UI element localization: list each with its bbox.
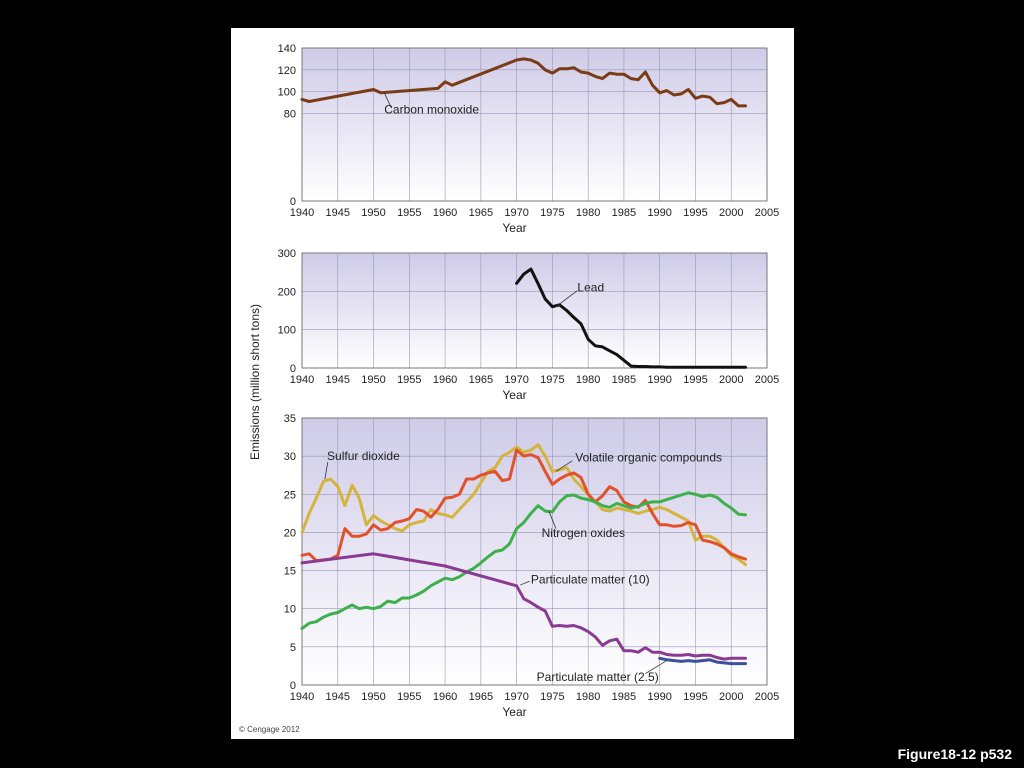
figure-caption: Figure18-12 p532 <box>897 746 1012 762</box>
y-tick-label: 0 <box>290 363 296 375</box>
x-tick-label: 1990 <box>647 207 671 219</box>
x-tick-label: 1960 <box>433 207 457 219</box>
x-tick-label: 1950 <box>361 691 385 703</box>
x-axis-title: Year <box>502 221 526 235</box>
plot-area-co <box>302 48 767 201</box>
x-tick-label: 2005 <box>755 374 779 386</box>
leader-line-volatile-organic-compounds <box>555 460 573 472</box>
plot-area-others <box>302 418 767 685</box>
x-tick-label: 1985 <box>612 207 636 219</box>
x-tick-label: 1965 <box>469 691 493 703</box>
plot-frame <box>301 252 768 369</box>
series-label-nitrogen-oxides: Nitrogen oxides <box>542 526 625 540</box>
y-tick-label: 15 <box>284 566 296 578</box>
x-tick-label: 1980 <box>576 207 600 219</box>
y-tick-label: 300 <box>278 248 296 260</box>
y-tick-label: 80 <box>284 109 296 121</box>
x-tick-label: 2000 <box>719 691 743 703</box>
x-tick-label: 2000 <box>719 207 743 219</box>
y-tick-label: 0 <box>290 680 296 692</box>
x-tick-label: 1985 <box>612 374 636 386</box>
leader-line-sulfur-dioxide <box>324 462 329 480</box>
x-tick-label: 1965 <box>469 374 493 386</box>
x-tick-label: 1975 <box>540 374 564 386</box>
x-axis-title: Year <box>502 705 526 719</box>
x-tick-label: 1995 <box>683 691 707 703</box>
x-tick-label: 1940 <box>290 207 314 219</box>
series-line-lead <box>515 267 747 369</box>
series-line-sulfur-dioxide <box>300 443 747 566</box>
series-label-sulfur-dioxide: Sulfur dioxide <box>327 449 400 463</box>
series-line-nitrogen-oxides <box>300 491 747 630</box>
leader-line-nitrogen-oxides <box>548 510 557 529</box>
x-tick-label: 1945 <box>326 691 350 703</box>
x-tick-label: 1970 <box>504 691 528 703</box>
x-tick-label: 1940 <box>290 691 314 703</box>
y-tick-label: 30 <box>284 451 296 463</box>
x-tick-label: 1955 <box>397 374 421 386</box>
x-tick-label: 1985 <box>612 691 636 703</box>
x-tick-label: 1950 <box>361 374 385 386</box>
series-line-carbon-monoxide <box>300 57 747 108</box>
x-tick-label: 1955 <box>397 691 421 703</box>
x-tick-label: 1950 <box>361 207 385 219</box>
y-tick-label: 0 <box>290 196 296 208</box>
plot-frame <box>301 417 768 686</box>
y-tick-label: 140 <box>278 43 296 55</box>
y-tick-label: 100 <box>278 87 296 99</box>
chart-lead: 0 100 200 300 1940 1945 1950 1955 1960 1965 1970 19… <box>278 248 780 402</box>
x-tick-label: 1955 <box>397 207 421 219</box>
x-axis-title: Year <box>502 388 526 402</box>
y-tick-label: 5 <box>290 642 296 654</box>
x-tick-label: 1960 <box>433 374 457 386</box>
chart-co: 0 80 100 120 140 1940 1945 1950 1955 1960 1965 1970… <box>278 43 780 235</box>
y-axis-title: Emissions (million short tons) <box>248 304 262 460</box>
figure-panel: 0 80 100 120 140 1940 1945 1950 1955 1960 1965 1970… <box>231 28 794 739</box>
x-tick-label: 1960 <box>433 691 457 703</box>
x-tick-label: 1990 <box>647 374 671 386</box>
series-label-particulate-matter-10: Particulate matter (10) <box>531 573 650 587</box>
x-tick-label: 1995 <box>683 207 707 219</box>
x-tick-label: 2000 <box>719 374 743 386</box>
chart-others: 0 5 10 15 20 25 30 35 1940 1945 1950 1955 1960 1965 19… <box>284 413 779 719</box>
x-tick-label: 1945 <box>326 374 350 386</box>
leader-line-carbon-monoxide <box>383 92 392 109</box>
y-tick-label: 20 <box>284 527 296 539</box>
x-tick-label: 1965 <box>469 207 493 219</box>
series-label-carbon-monoxide: Carbon monoxide <box>384 103 479 117</box>
series-label-lead: Lead <box>577 280 604 294</box>
y-tick-label: 100 <box>278 325 296 337</box>
x-tick-label: 1970 <box>504 374 528 386</box>
y-tick-label: 10 <box>284 604 296 616</box>
series-label-volatile-organic-compounds: Volatile organic compounds <box>575 450 722 464</box>
x-tick-label: 1995 <box>683 374 707 386</box>
y-tick-label: 200 <box>278 286 296 298</box>
x-tick-label: 1990 <box>647 691 671 703</box>
leader-line-particulate-matter-2-5 <box>645 660 668 674</box>
plot-frame <box>301 47 768 202</box>
x-tick-label: 1945 <box>326 207 350 219</box>
x-tick-label: 1975 <box>540 691 564 703</box>
x-tick-label: 1980 <box>576 374 600 386</box>
copyright-credit: © Cengage 2012 <box>239 725 300 734</box>
x-tick-label: 2005 <box>755 691 779 703</box>
series-line-particulate-matter-2-5 <box>658 656 747 666</box>
y-tick-label: 25 <box>284 489 296 501</box>
y-tick-label: 35 <box>284 413 296 425</box>
x-tick-label: 1940 <box>290 374 314 386</box>
leader-line-particulate-matter-10 <box>520 580 530 586</box>
series-line-volatile-organic-compounds <box>300 448 747 563</box>
leader-line-lead <box>555 290 578 307</box>
y-tick-label: 120 <box>278 65 296 77</box>
x-tick-label: 1970 <box>504 207 528 219</box>
series-label-particulate-matter-2-5: Particulate matter (2.5) <box>537 670 659 684</box>
x-tick-label: 1980 <box>576 691 600 703</box>
x-tick-label: 2005 <box>755 207 779 219</box>
plot-area-lead <box>302 253 767 368</box>
x-tick-label: 1975 <box>540 207 564 219</box>
series-line-particulate-matter-10 <box>300 552 747 661</box>
